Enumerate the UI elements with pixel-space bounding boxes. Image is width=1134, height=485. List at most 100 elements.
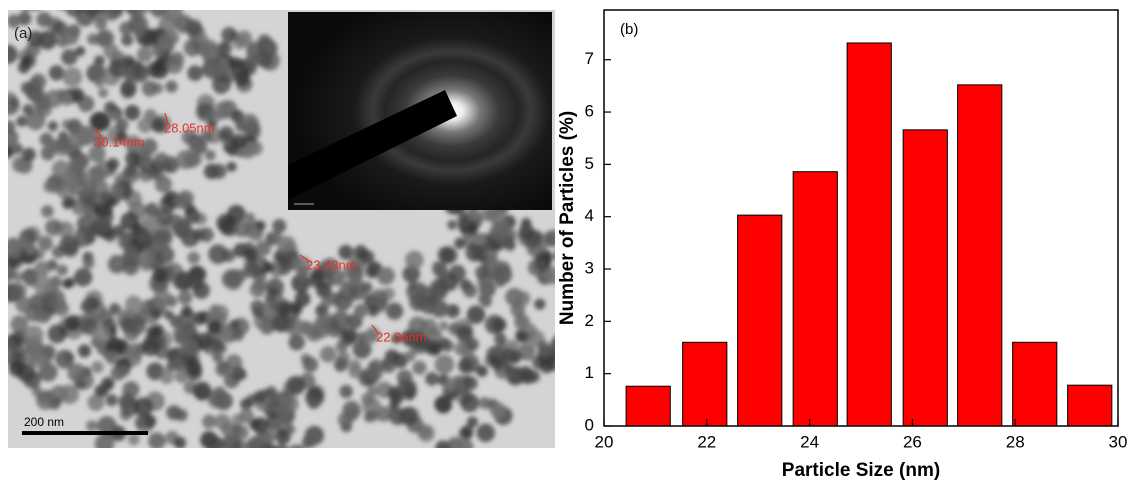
- particle: [172, 219, 192, 238]
- particle: [23, 370, 41, 389]
- particle: [335, 340, 348, 353]
- particle: [124, 104, 141, 121]
- x-tick-label: 22: [697, 432, 716, 451]
- particle: [459, 439, 474, 448]
- particle: [354, 303, 369, 318]
- particle: [11, 143, 24, 155]
- particle: [22, 103, 34, 116]
- particle: [62, 67, 83, 88]
- particle: [462, 283, 478, 298]
- particle: [271, 313, 290, 333]
- particle: [448, 304, 460, 315]
- particle: [438, 320, 449, 331]
- particle: [510, 302, 526, 318]
- particle: [544, 266, 555, 285]
- scale-bar-label: 200 nm: [24, 415, 64, 429]
- panel-label: (b): [620, 21, 638, 38]
- histogram: 0 1 2 3 4 5 6 7 20 22 24 26 28 30: [585, 42, 1127, 451]
- particle: [307, 396, 320, 410]
- particle: [555, 332, 573, 350]
- bar: [957, 84, 1003, 427]
- particle: [219, 324, 238, 343]
- y-tick-label: 2: [585, 311, 594, 330]
- particle: [240, 398, 252, 411]
- particle: [23, 272, 39, 287]
- particle: [465, 242, 485, 262]
- particle: [252, 307, 263, 318]
- y-tick-label: 4: [585, 206, 594, 225]
- particle: [361, 392, 374, 406]
- particle: [272, 219, 287, 234]
- particle: [41, 205, 54, 218]
- particle: [386, 302, 404, 320]
- particle: [196, 102, 215, 122]
- particle: [353, 244, 368, 259]
- particle: [320, 296, 333, 309]
- particle: [348, 282, 367, 301]
- particle: [460, 393, 480, 413]
- particle: [127, 433, 140, 446]
- particle: [8, 349, 14, 364]
- particle: [103, 43, 119, 59]
- particle: [494, 332, 507, 346]
- particle: [417, 424, 435, 442]
- panel-label: (a): [14, 25, 32, 42]
- particle: [133, 397, 154, 417]
- y-tick-label: 6: [585, 102, 594, 121]
- particle: [122, 381, 140, 399]
- particle: [105, 336, 122, 354]
- particle: [75, 46, 86, 57]
- particle: [434, 395, 453, 414]
- particle: [43, 180, 56, 193]
- particle: [328, 269, 346, 286]
- particle: [265, 278, 285, 297]
- particle: [285, 424, 296, 435]
- particle: [330, 310, 351, 331]
- particle: [404, 350, 416, 362]
- particle: [121, 33, 134, 47]
- particle: [200, 130, 213, 143]
- particle: [95, 217, 112, 234]
- particle: [107, 254, 127, 274]
- particle: [231, 133, 246, 149]
- particle: [122, 258, 140, 276]
- particle: [175, 408, 188, 422]
- particle: [338, 244, 354, 260]
- particle: [49, 0, 63, 7]
- particle: [243, 247, 258, 262]
- particle: [125, 342, 143, 360]
- particle: [226, 161, 237, 172]
- particle: [173, 436, 187, 448]
- particle: [1, 0, 12, 4]
- particle: [544, 229, 555, 248]
- particle: [163, 309, 174, 320]
- particle: [185, 472, 196, 483]
- particle: [261, 428, 277, 444]
- particle: [391, 333, 402, 344]
- particle: [501, 347, 517, 363]
- particle: [153, 289, 172, 308]
- particle: [212, 351, 224, 363]
- particle: [348, 272, 363, 287]
- particle: [173, 323, 193, 344]
- particle: [8, 145, 14, 159]
- particle: [405, 250, 424, 270]
- particle: [211, 339, 225, 353]
- particle: [348, 359, 361, 372]
- particle: [366, 364, 383, 381]
- particle: [466, 305, 486, 324]
- particle: [165, 56, 184, 74]
- particle: [519, 368, 536, 385]
- particle: [398, 406, 418, 426]
- particle: [82, 178, 99, 194]
- particle: [233, 424, 249, 440]
- particle: [92, 10, 107, 14]
- particle: [288, 444, 304, 448]
- particle: [56, 136, 71, 152]
- particle: [52, 21, 68, 37]
- particle: [137, 117, 153, 134]
- bar: [846, 42, 892, 427]
- particle: [0, 132, 4, 148]
- particle: [100, 190, 111, 202]
- particle: [337, 411, 354, 428]
